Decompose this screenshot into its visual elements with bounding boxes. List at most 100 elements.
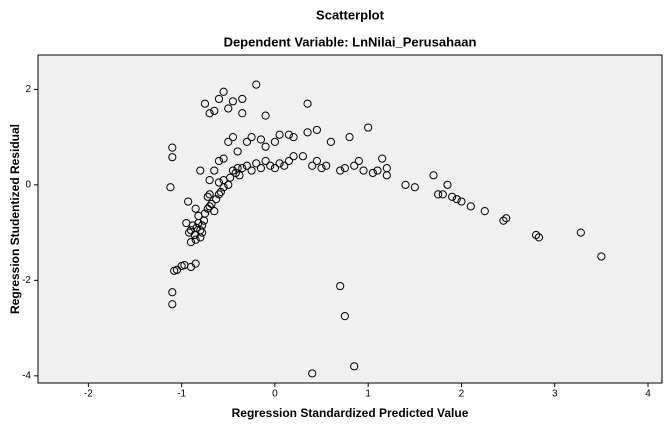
point [368, 168, 377, 178]
point [168, 153, 177, 162]
point [219, 154, 228, 163]
point [210, 166, 219, 175]
point [340, 312, 349, 321]
point [364, 123, 373, 132]
point [214, 178, 224, 187]
point [168, 143, 177, 152]
point [275, 159, 284, 168]
point [247, 166, 256, 175]
point [238, 94, 247, 104]
point [289, 152, 298, 161]
point [238, 164, 247, 173]
point [242, 137, 252, 146]
point [480, 207, 489, 216]
point [466, 202, 475, 211]
point [182, 218, 191, 228]
point [308, 161, 317, 170]
point [191, 259, 200, 268]
point [256, 164, 266, 173]
point [168, 288, 177, 297]
y-axis-label: Regression Studentized Residual [8, 124, 22, 314]
point [191, 235, 200, 244]
point [401, 180, 410, 189]
x-tick-label: 2 [459, 389, 465, 400]
x-tick-label: -1 [177, 389, 186, 400]
point [214, 156, 224, 166]
point [378, 154, 387, 163]
point [289, 133, 298, 142]
point [499, 216, 508, 225]
point [226, 173, 235, 182]
point [214, 94, 224, 104]
point [452, 195, 461, 204]
point [219, 87, 228, 96]
point [298, 152, 307, 161]
point [350, 161, 359, 170]
point [210, 106, 219, 115]
point [576, 228, 585, 237]
point [228, 133, 238, 142]
x-tick-label: 0 [272, 389, 278, 400]
point [200, 99, 210, 108]
point [303, 128, 312, 137]
y-tick-label: 2 [25, 84, 31, 95]
point [434, 190, 443, 199]
y-tick-label: -4 [22, 370, 31, 381]
point [196, 166, 205, 175]
point [280, 161, 289, 170]
point [168, 300, 177, 309]
point [224, 137, 233, 146]
point [235, 171, 244, 180]
point [261, 156, 270, 166]
point [443, 180, 452, 189]
point [312, 125, 321, 135]
point [270, 164, 280, 173]
point [214, 190, 224, 199]
point [216, 187, 225, 197]
point [303, 99, 312, 108]
point [457, 197, 466, 206]
point [205, 109, 214, 118]
point [194, 211, 203, 220]
x-tick-label: 4 [645, 389, 651, 400]
point [359, 166, 368, 175]
point [184, 197, 193, 206]
point [186, 238, 196, 247]
x-axis-label: Regression Standardized Predicted Value [232, 406, 469, 420]
point [261, 142, 270, 151]
point [247, 133, 256, 142]
point [252, 80, 261, 89]
point [531, 230, 541, 240]
point [322, 161, 331, 170]
y-tick-label: -2 [22, 275, 31, 286]
point [233, 147, 242, 156]
point [196, 233, 205, 242]
point [205, 202, 214, 211]
chart-subtitle: Dependent Variable: LnNilai_Perusahaan [224, 34, 477, 49]
chart-title: Scatterplot [316, 7, 385, 22]
point [340, 164, 349, 173]
point [534, 233, 543, 242]
plot-area [37, 54, 663, 384]
point [203, 192, 212, 201]
point [410, 183, 419, 192]
point [191, 204, 200, 213]
point [238, 109, 247, 118]
point [210, 207, 219, 216]
point [242, 161, 252, 170]
point [166, 183, 175, 192]
point [252, 159, 261, 168]
point [312, 156, 321, 166]
point [308, 369, 317, 378]
point [448, 192, 457, 201]
point [266, 161, 275, 170]
point [205, 190, 214, 199]
point [429, 171, 438, 180]
point [326, 137, 335, 146]
point [224, 104, 233, 113]
point [382, 164, 391, 173]
x-tick-label: -2 [84, 389, 93, 400]
point [345, 133, 354, 142]
point [336, 166, 345, 175]
